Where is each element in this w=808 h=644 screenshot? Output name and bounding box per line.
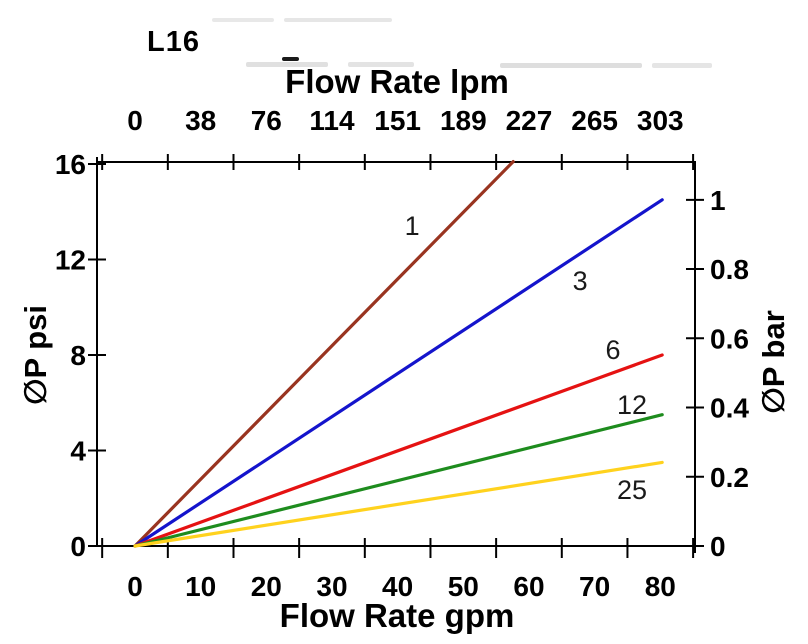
curve-label-1: 1 xyxy=(405,211,420,241)
smudge-artifact xyxy=(652,63,712,68)
x-tick-label-bottom: 0 xyxy=(127,571,143,602)
curve-1 xyxy=(133,160,515,548)
smudge-artifact xyxy=(500,63,642,68)
x-tick-label-top: 265 xyxy=(571,105,618,136)
x-tick-label-top: 189 xyxy=(440,105,487,136)
top-axis-label: Flow Rate lpm xyxy=(285,63,509,100)
y-tick-label-left: 8 xyxy=(70,340,86,371)
y-tick-label-left: 4 xyxy=(70,436,86,467)
y-tick-label-left: 0 xyxy=(70,531,86,562)
x-tick-label-top: 0 xyxy=(127,105,143,136)
x-tick-label-top: 38 xyxy=(185,105,216,136)
curve-6 xyxy=(133,353,664,548)
curve-label-3: 3 xyxy=(573,266,588,296)
x-tick-label-bottom: 30 xyxy=(316,571,347,602)
x-tick-label-bottom: 20 xyxy=(251,571,282,602)
x-tick-label-top: 151 xyxy=(374,105,421,136)
curve-label-6: 6 xyxy=(605,335,620,365)
smudge-artifact xyxy=(212,18,274,22)
smudge-artifact xyxy=(246,62,328,67)
curve-label-25: 25 xyxy=(617,475,647,505)
chart-title: L16 xyxy=(147,26,200,58)
y-tick-label-left: 12 xyxy=(55,245,86,276)
x-tick-label-bottom: 70 xyxy=(579,571,610,602)
bottom-axis-label: Flow Rate gpm xyxy=(279,597,515,634)
x-tick-label-bottom: 60 xyxy=(513,571,544,602)
y-tick-label-right: 0.2 xyxy=(710,462,749,493)
y-tick-label-right: 0.8 xyxy=(710,254,749,285)
x-tick-label-top: 227 xyxy=(506,105,553,136)
x-tick-label-bottom: 40 xyxy=(382,571,413,602)
x-tick-label-top: 303 xyxy=(637,105,684,136)
y-tick-label-right: 0.6 xyxy=(710,323,749,354)
y-tick-label-right: 0 xyxy=(710,531,726,562)
curve-3 xyxy=(133,198,664,548)
y-tick-label-left: 16 xyxy=(55,149,86,180)
x-tick-label-bottom: 50 xyxy=(448,571,479,602)
x-tick-label-bottom: 80 xyxy=(645,571,676,602)
smudge-artifact xyxy=(284,18,392,22)
curve-25 xyxy=(133,460,664,548)
x-tick-label-top: 114 xyxy=(309,105,355,136)
curve-label-12: 12 xyxy=(617,390,647,420)
x-tick-label-bottom: 10 xyxy=(185,571,216,602)
y-tick-label-right: 0.4 xyxy=(710,393,749,424)
macron-artifact xyxy=(282,57,299,61)
x-tick-label-top: 76 xyxy=(251,105,282,136)
y-tick-label-right: 1 xyxy=(710,185,726,216)
smudge-artifact xyxy=(348,62,414,67)
curve-12 xyxy=(133,413,664,548)
